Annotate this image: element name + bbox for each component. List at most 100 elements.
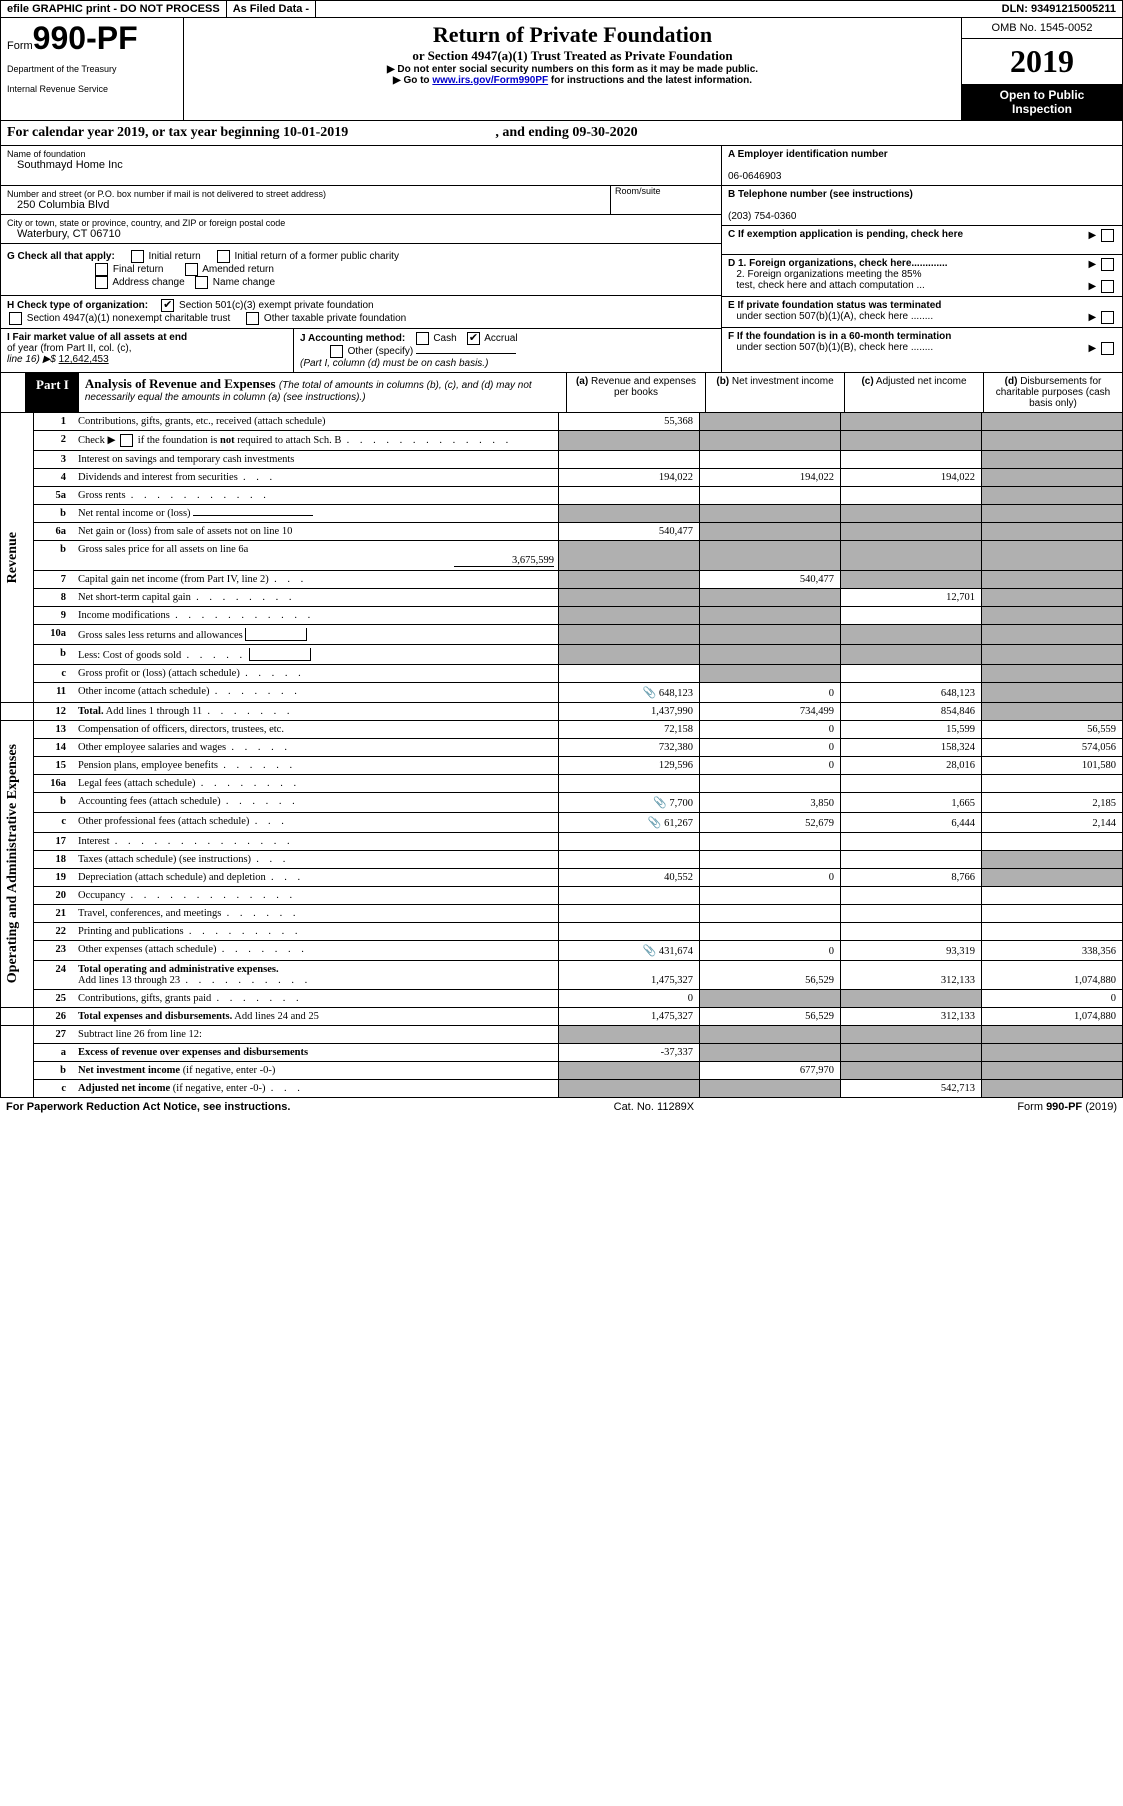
f-cell: F If the foundation is in a 60-month ter… [722, 328, 1122, 358]
ein-value: 06-0646903 [728, 171, 1116, 182]
main-table: Revenue 1Contributions, gifts, grants, e… [0, 413, 1123, 1098]
form-footer: Form 990-PF (2019) [1017, 1101, 1117, 1113]
table-row: 19Depreciation (attach schedule) and dep… [1, 869, 1123, 887]
expenses-side-label: Operating and Administrative Expenses [5, 744, 21, 983]
table-row: bLess: Cost of goods sold . . . . . [1, 645, 1123, 665]
foundation-name: Southmayd Home Inc [7, 159, 715, 171]
table-row: 6aNet gain or (loss) from sale of assets… [1, 523, 1123, 541]
col-d-header: (d) Disbursements for charitable purpose… [983, 373, 1122, 412]
part1-label: Part I [26, 373, 79, 412]
col-c-header: (c) Adjusted net income [844, 373, 983, 412]
checkbox-accrual[interactable]: ✔ [467, 332, 480, 345]
table-row: bNet investment income (if negative, ent… [1, 1062, 1123, 1080]
g-row: G Check all that apply: Initial return I… [1, 244, 721, 296]
instr-line2: ▶ Go to www.irs.gov/Form990PF for instru… [190, 75, 955, 86]
table-row: 14Other employee salaries and wages . . … [1, 739, 1123, 757]
checkbox-final[interactable] [95, 263, 108, 276]
table-row: Operating and Administrative Expenses 13… [1, 721, 1123, 739]
checkbox-other-taxable[interactable] [246, 312, 259, 325]
calendar-year-row: For calendar year 2019, or tax year begi… [0, 121, 1123, 146]
info-right: A Employer identification number 06-0646… [721, 146, 1122, 372]
form-header: Form990-PF Department of the Treasury In… [0, 18, 1123, 121]
footer: For Paperwork Reduction Act Notice, see … [0, 1098, 1123, 1116]
info-grid: Name of foundation Southmayd Home Inc Nu… [0, 146, 1123, 373]
checkbox-initial-former[interactable] [217, 250, 230, 263]
checkbox-f[interactable] [1101, 342, 1114, 355]
checkbox-schb[interactable] [120, 434, 133, 447]
col-b-header: (b) Net investment income [705, 373, 844, 412]
info-left: Name of foundation Southmayd Home Inc Nu… [1, 146, 721, 372]
attach-icon[interactable]: 📎 [642, 686, 656, 698]
attach-icon[interactable]: 📎 [653, 796, 667, 808]
tax-year: 2019 [962, 39, 1122, 84]
table-row: 25Contributions, gifts, grants paid . . … [1, 990, 1123, 1008]
ij-row: I Fair market value of all assets at end… [1, 329, 721, 372]
city-state-zip: Waterbury, CT 06710 [7, 228, 715, 240]
part1-desc: Analysis of Revenue and Expenses (The to… [79, 373, 566, 412]
d-cell: D 1. Foreign organizations, check here..… [722, 255, 1122, 297]
checkbox-c[interactable] [1101, 229, 1114, 242]
table-row: bAccounting fees (attach schedule) . . .… [1, 793, 1123, 813]
main-title: Return of Private Foundation [190, 22, 955, 48]
checkbox-cash[interactable] [416, 332, 429, 345]
irs-link[interactable]: www.irs.gov/Form990PF [432, 75, 548, 86]
table-row: cAdjusted net income (if negative, enter… [1, 1080, 1123, 1098]
paperwork-notice: For Paperwork Reduction Act Notice, see … [6, 1101, 290, 1113]
tel-cell: B Telephone number (see instructions) (2… [722, 186, 1122, 226]
c-cell: C If exemption application is pending, c… [722, 226, 1122, 255]
omb-number: OMB No. 1545-0052 [962, 18, 1122, 39]
table-row: 22Printing and publications . . . . . . … [1, 923, 1123, 941]
table-row: 18Taxes (attach schedule) (see instructi… [1, 851, 1123, 869]
dln: DLN: 93491215005211 [996, 1, 1122, 17]
table-row: Revenue 1Contributions, gifts, grants, e… [1, 413, 1123, 431]
table-row: 17Interest . . . . . . . . . . . . . . [1, 833, 1123, 851]
table-row: 20Occupancy . . . . . . . . . . . . . [1, 887, 1123, 905]
table-row: 15Pension plans, employee benefits . . .… [1, 757, 1123, 775]
table-row: 3Interest on savings and temporary cash … [1, 451, 1123, 469]
checkbox-d1[interactable] [1101, 258, 1114, 271]
checkbox-501c3[interactable]: ✔ [161, 299, 174, 312]
checkbox-4947[interactable] [9, 312, 22, 325]
city-cell: City or town, state or province, country… [1, 215, 721, 244]
street-address: 250 Columbia Blvd [7, 199, 610, 211]
checkbox-address[interactable] [95, 276, 108, 289]
part1-header: Part I Analysis of Revenue and Expenses … [0, 373, 1123, 413]
fmv-value: 12,642,453 [59, 354, 109, 365]
form-number: 990-PF [33, 20, 138, 56]
attach-icon[interactable]: 📎 [648, 816, 662, 828]
table-row: 26Total expenses and disbursements. Add … [1, 1008, 1123, 1026]
table-row: 8Net short-term capital gain . . . . . .… [1, 589, 1123, 607]
table-row: 10aGross sales less returns and allowanc… [1, 625, 1123, 645]
header-right: OMB No. 1545-0052 2019 Open to Public In… [961, 18, 1122, 120]
checkbox-e[interactable] [1101, 311, 1114, 324]
table-row: aExcess of revenue over expenses and dis… [1, 1044, 1123, 1062]
open-public: Open to Public Inspection [962, 84, 1122, 120]
header-center: Return of Private Foundation or Section … [184, 18, 961, 120]
tel-value: (203) 754-0360 [728, 211, 1116, 222]
checkbox-initial-return[interactable] [131, 250, 144, 263]
attach-icon[interactable]: 📎 [642, 944, 656, 956]
revenue-side-label: Revenue [5, 532, 21, 583]
table-row: cOther professional fees (attach schedul… [1, 813, 1123, 833]
table-row: 12Total. Add lines 1 through 11 . . . . … [1, 703, 1123, 721]
checkbox-name[interactable] [195, 276, 208, 289]
instr-line1: ▶ Do not enter social security numbers o… [190, 64, 955, 75]
dept-line2: Internal Revenue Service [7, 84, 177, 94]
table-row: 16aLegal fees (attach schedule) . . . . … [1, 775, 1123, 793]
e-cell: E If private foundation status was termi… [722, 297, 1122, 328]
table-row: 9Income modifications . . . . . . . . . … [1, 607, 1123, 625]
table-row: 24Total operating and administrative exp… [1, 961, 1123, 990]
h-row: H Check type of organization: ✔ Section … [1, 296, 721, 329]
name-cell: Name of foundation Southmayd Home Inc [1, 146, 721, 186]
dept-line1: Department of the Treasury [7, 64, 177, 74]
table-row: bGross sales price for all assets on lin… [1, 541, 1123, 571]
checkbox-amended[interactable] [185, 263, 198, 276]
table-row: 7Capital gain net income (from Part IV, … [1, 571, 1123, 589]
ein-cell: A Employer identification number 06-0646… [722, 146, 1122, 186]
table-row: 5aGross rents . . . . . . . . . . . [1, 487, 1123, 505]
sub-title: or Section 4947(a)(1) Trust Treated as P… [190, 48, 955, 64]
table-row: cGross profit or (loss) (attach schedule… [1, 665, 1123, 683]
checkbox-d2[interactable] [1101, 280, 1114, 293]
checkbox-other[interactable] [330, 345, 343, 358]
header-left: Form990-PF Department of the Treasury In… [1, 18, 184, 120]
